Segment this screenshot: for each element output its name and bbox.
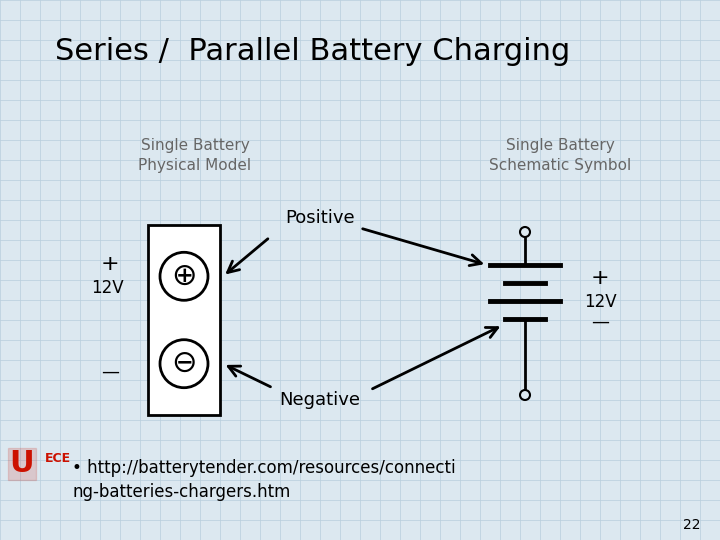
Text: Series /  Parallel Battery Charging: Series / Parallel Battery Charging [55,37,570,66]
Text: ECE: ECE [45,451,71,464]
Text: • http://batterytender.com/resources/connecti: • http://batterytender.com/resources/con… [72,459,456,477]
Text: 12V: 12V [91,279,123,298]
Text: Single Battery
Physical Model: Single Battery Physical Model [138,138,251,173]
Text: ⊖: ⊖ [171,349,197,378]
Text: +: + [590,268,609,288]
Text: 22: 22 [683,518,700,532]
Text: Positive: Positive [285,209,355,227]
Circle shape [160,340,208,388]
Text: 12V: 12V [584,293,616,311]
Circle shape [520,227,530,237]
Text: ⊕: ⊕ [171,262,197,291]
Bar [148,225,220,415]
Text: Single Battery
Schematic Symbol: Single Battery Schematic Symbol [489,138,631,173]
Text: +: + [101,254,120,274]
Text: U: U [9,449,35,478]
Text: —: — [101,363,119,381]
Text: —: — [591,313,609,331]
Circle shape [520,390,530,400]
Circle shape [160,252,208,300]
Text: Negative: Negative [279,391,361,409]
Text: ng-batteries-chargers.htm: ng-batteries-chargers.htm [72,483,290,501]
